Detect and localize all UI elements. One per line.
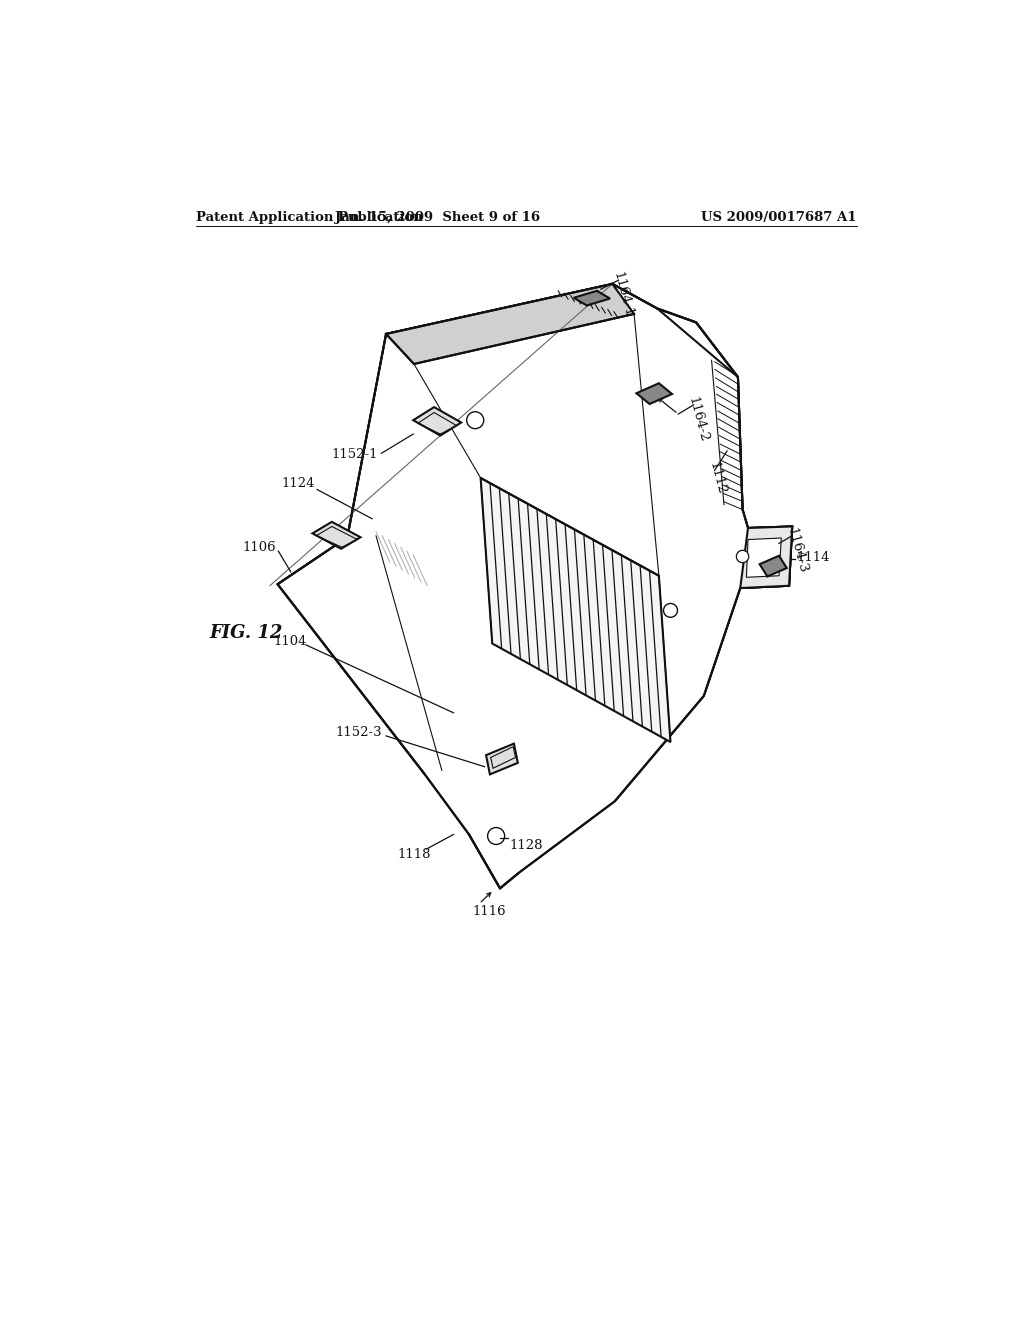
Text: 1164-3: 1164-3 bbox=[784, 527, 809, 574]
Text: 1104: 1104 bbox=[273, 635, 307, 648]
Circle shape bbox=[487, 828, 505, 845]
Circle shape bbox=[467, 412, 483, 429]
Text: FIG. 12: FIG. 12 bbox=[209, 624, 283, 643]
Polygon shape bbox=[480, 478, 671, 742]
Text: Patent Application Publication: Patent Application Publication bbox=[197, 211, 423, 224]
Polygon shape bbox=[386, 284, 634, 364]
Text: Jan. 15, 2009  Sheet 9 of 16: Jan. 15, 2009 Sheet 9 of 16 bbox=[336, 211, 541, 224]
Polygon shape bbox=[573, 290, 610, 305]
Polygon shape bbox=[414, 407, 461, 436]
Text: 1128: 1128 bbox=[509, 840, 543, 853]
Polygon shape bbox=[746, 539, 781, 577]
Polygon shape bbox=[278, 284, 793, 888]
Text: 1164-2: 1164-2 bbox=[686, 395, 711, 444]
Text: 1124: 1124 bbox=[282, 477, 315, 490]
Text: US 2009/0017687 A1: US 2009/0017687 A1 bbox=[701, 211, 856, 224]
Polygon shape bbox=[760, 556, 786, 577]
Polygon shape bbox=[612, 284, 793, 801]
Text: 1152-3: 1152-3 bbox=[336, 726, 382, 739]
Text: 1152-1: 1152-1 bbox=[332, 449, 378, 462]
Polygon shape bbox=[636, 383, 672, 404]
Text: 1112: 1112 bbox=[707, 461, 728, 496]
Polygon shape bbox=[312, 521, 360, 549]
Polygon shape bbox=[486, 743, 518, 775]
Polygon shape bbox=[740, 527, 793, 589]
Text: 1114: 1114 bbox=[796, 550, 829, 564]
Text: 1116: 1116 bbox=[473, 906, 507, 919]
Text: 1164-1: 1164-1 bbox=[610, 271, 635, 319]
Circle shape bbox=[736, 550, 749, 562]
Circle shape bbox=[664, 603, 678, 618]
Text: 1106: 1106 bbox=[243, 541, 276, 554]
Text: 1118: 1118 bbox=[397, 847, 431, 861]
